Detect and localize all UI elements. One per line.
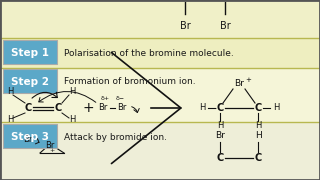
FancyArrowPatch shape <box>39 91 96 102</box>
Text: H: H <box>273 103 279 112</box>
Text: δ+: δ+ <box>100 96 109 102</box>
Text: Attack by bromide ion.: Attack by bromide ion. <box>64 132 167 141</box>
Text: Step 1: Step 1 <box>11 48 49 58</box>
Text: +: + <box>245 77 251 83</box>
Bar <box>0 68 320 122</box>
Text: C: C <box>216 153 224 163</box>
Text: Br: Br <box>234 80 244 89</box>
Text: +: + <box>49 147 55 152</box>
Text: H: H <box>7 116 13 125</box>
Bar <box>0 38 320 68</box>
Bar <box>0 0 320 38</box>
Text: δ−: δ− <box>116 96 124 102</box>
Text: C: C <box>24 103 32 113</box>
Text: —: — <box>210 105 217 111</box>
Text: Br: Br <box>180 21 190 31</box>
Bar <box>0 122 320 180</box>
FancyBboxPatch shape <box>3 69 57 93</box>
Text: C: C <box>54 103 62 113</box>
Text: Br: Br <box>117 103 127 112</box>
Text: Br: Br <box>215 132 225 141</box>
Text: Br: Br <box>45 141 55 150</box>
Text: Br: Br <box>23 136 33 145</box>
Text: C: C <box>216 103 224 113</box>
Text: H: H <box>199 103 205 112</box>
Text: C: C <box>254 103 262 113</box>
Text: H: H <box>69 87 75 96</box>
FancyArrowPatch shape <box>36 139 39 144</box>
Text: C: C <box>254 153 262 163</box>
Text: Br: Br <box>220 21 230 31</box>
FancyArrowPatch shape <box>132 107 139 112</box>
Text: H: H <box>255 132 261 141</box>
Text: H: H <box>69 116 75 125</box>
Text: +: + <box>82 101 94 115</box>
FancyBboxPatch shape <box>3 124 57 148</box>
Text: H: H <box>255 122 261 130</box>
Text: Step 2: Step 2 <box>11 77 49 87</box>
Text: H: H <box>217 122 223 130</box>
Text: Formation of bromonium ion.: Formation of bromonium ion. <box>64 78 196 87</box>
Text: Step 3: Step 3 <box>11 132 49 142</box>
Text: Polarisation of the bromine molecule.: Polarisation of the bromine molecule. <box>64 48 234 57</box>
FancyArrowPatch shape <box>32 92 57 98</box>
Text: H: H <box>7 87 13 96</box>
Text: Br: Br <box>98 103 108 112</box>
FancyBboxPatch shape <box>3 40 57 64</box>
